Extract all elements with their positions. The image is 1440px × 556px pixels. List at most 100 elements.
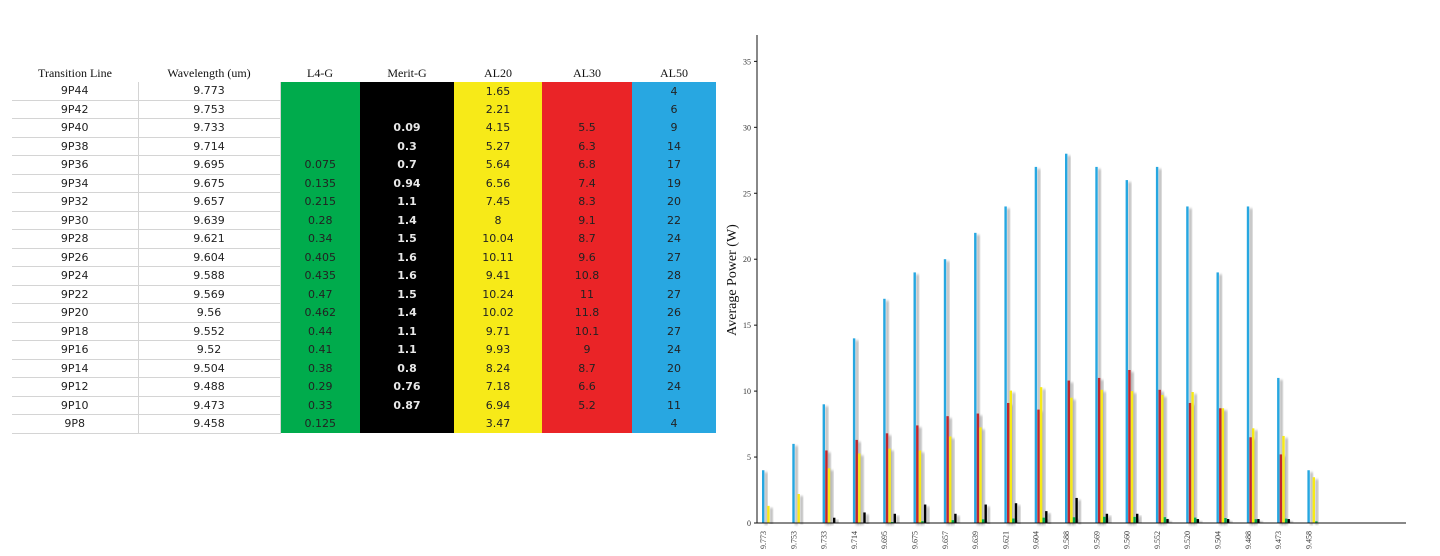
bar: [1128, 370, 1131, 523]
table-cell: 1.5: [360, 285, 454, 304]
x-tick-label: 9.675: [911, 531, 920, 549]
table-cell: 0.94: [360, 174, 454, 193]
bar: [1103, 516, 1106, 523]
table-cell: [542, 82, 632, 100]
table-row: 9P22 9.569 0.47 1.5 10.24 11 27: [12, 285, 716, 304]
table-cell: 9: [542, 340, 632, 359]
header-al50: AL50: [660, 65, 688, 80]
bar: [1216, 272, 1219, 523]
table-cell: [360, 414, 454, 433]
table-cell: 6: [632, 100, 716, 119]
table-cell: 9.473: [138, 396, 281, 415]
table-cell: 9P26: [12, 248, 139, 267]
table-cell: [542, 100, 632, 119]
y-tick-label: 15: [743, 321, 751, 330]
x-tick-label: 9.504: [1214, 531, 1223, 549]
bar: [767, 505, 770, 523]
table-cell: 1.6: [360, 248, 454, 267]
table-cell: 1.1: [360, 192, 454, 211]
bar: [1039, 387, 1043, 523]
bar: [984, 504, 987, 523]
table-cell: [360, 82, 454, 100]
table-cell: 9.588: [138, 266, 281, 286]
table-row: 9P16 9.52 0.41 1.1 9.93 9 24: [12, 340, 716, 360]
table-cell: 24: [632, 229, 716, 248]
bar: [822, 404, 825, 523]
table-cell: 19: [632, 174, 716, 193]
table-cell: 9P34: [12, 174, 139, 193]
x-tick-label: 9.560: [1123, 531, 1132, 549]
table-cell: 8.7: [542, 359, 632, 378]
table-cell: 9.93: [454, 340, 542, 359]
table-cell: 1.65: [454, 82, 542, 100]
x-tick-label: 9.714: [850, 531, 859, 549]
table-cell: 9.56: [138, 303, 281, 323]
table-cell: 0.7: [360, 155, 454, 174]
bar: [1224, 517, 1227, 523]
x-tick-label: 9.753: [789, 531, 798, 549]
bar: [954, 513, 957, 523]
table-row: 9P40 9.733 0.09 4.15 5.5 9: [12, 118, 716, 138]
table-cell: 9P42: [12, 100, 139, 119]
bar: [1065, 153, 1068, 523]
table-cell: 11: [632, 396, 716, 415]
table-cell: 0.435: [280, 266, 360, 285]
table-cell: 0.215: [280, 192, 360, 211]
table-cell: 9.733: [138, 118, 281, 138]
bar: [1257, 519, 1260, 523]
x-tick-label: 9.520: [1183, 531, 1192, 549]
bar: [1221, 408, 1225, 523]
table-cell: 9.569: [138, 285, 281, 304]
table-cell: 9.6: [542, 248, 632, 267]
table-cell: 0.09: [360, 118, 454, 137]
table-cell: 7.4: [542, 174, 632, 193]
table-cell: 9P14: [12, 359, 139, 378]
table-cell: 9P22: [12, 285, 139, 304]
bar: [1307, 470, 1310, 523]
table-cell: 14: [632, 137, 716, 156]
bar: [951, 520, 954, 523]
bar: [916, 425, 919, 523]
bar: [863, 512, 866, 523]
bar: [1034, 166, 1038, 523]
x-tick-label: 9.695: [880, 531, 889, 549]
header-transition-line: Transition Line: [38, 65, 112, 80]
table-header-row: Transition Line Wavelength (um) L4-G Mer…: [12, 64, 716, 82]
table-cell: 9.604: [138, 248, 281, 267]
header-merit-g: Merit-G: [387, 65, 427, 80]
table-cell: 9P24: [12, 266, 139, 286]
bar: [1194, 517, 1197, 523]
bar: [1188, 402, 1192, 523]
table-cell: 9.1: [542, 211, 632, 230]
bar: [974, 232, 977, 524]
bar: [1100, 389, 1103, 523]
table-cell: 0.33: [280, 396, 360, 415]
table-cell: 20: [632, 192, 716, 211]
bar: [1070, 397, 1073, 523]
bar: [1007, 402, 1010, 523]
bar: [1125, 180, 1128, 523]
y-axis-label: Average Power (W): [725, 224, 740, 336]
x-tick-label: 9.733: [820, 531, 829, 549]
table-cell: 0.135: [280, 174, 360, 193]
bar: [1133, 516, 1136, 523]
x-tick-label: 9.488: [1244, 531, 1253, 549]
table-cell: 9P8: [12, 414, 139, 434]
table-cell: 9P12: [12, 377, 139, 397]
table-cell: 9P32: [12, 192, 139, 212]
table-row: 9P44 9.773 1.65 4: [12, 82, 716, 101]
table-cell: 9.753: [138, 100, 281, 119]
bar: [1186, 206, 1189, 523]
bar: [1277, 377, 1280, 523]
table-cell: 0.76: [360, 377, 454, 396]
table-cell: 9.458: [138, 414, 281, 434]
y-tick-label: 30: [743, 123, 751, 132]
bar: [1249, 437, 1252, 523]
table-cell: 8.3: [542, 192, 632, 211]
x-ticks: 9.773 9.753 9.733 9.714 9.695 9.675 9.657 9.639…: [759, 531, 1313, 549]
table-cell: 9.52: [138, 340, 281, 360]
table-cell: 5.5: [542, 118, 632, 137]
table-row: 9P42 9.753 2.21 6: [12, 100, 716, 119]
bar: [1097, 377, 1101, 523]
bar: [1095, 166, 1098, 523]
